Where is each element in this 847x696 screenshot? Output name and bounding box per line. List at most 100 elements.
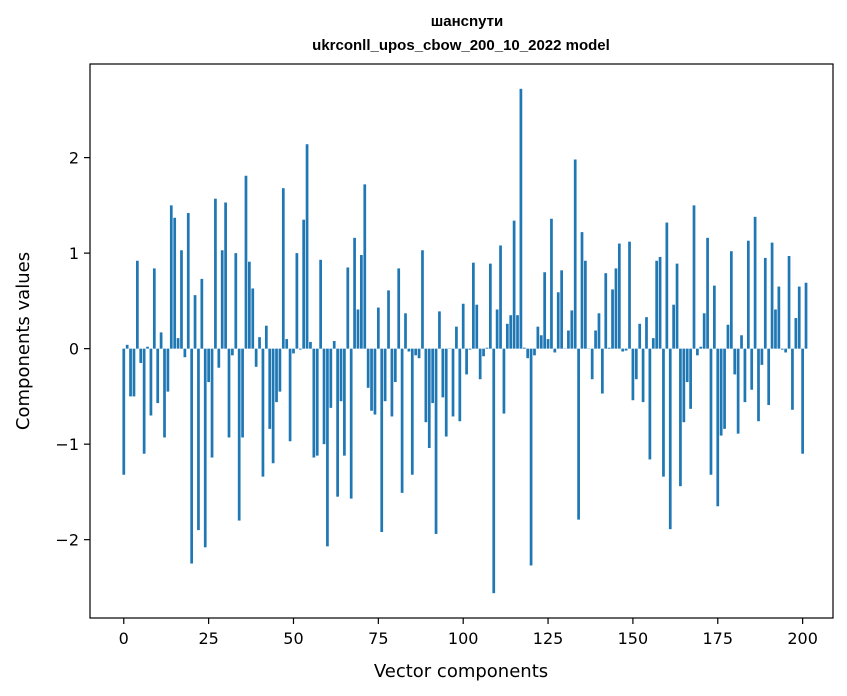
bar [709, 348, 713, 475]
plot-frame [89, 63, 834, 619]
bar [237, 348, 241, 521]
bar [519, 88, 523, 349]
bar [536, 326, 540, 349]
bar [254, 348, 258, 367]
bar [281, 188, 285, 349]
bar [651, 338, 655, 349]
bar [441, 348, 445, 398]
bar [183, 348, 187, 358]
bar [387, 290, 390, 349]
bar [539, 335, 543, 349]
bar [264, 325, 268, 349]
bar [346, 267, 350, 349]
bar [645, 317, 648, 349]
bar [774, 309, 777, 349]
bar [556, 292, 560, 349]
bar [146, 346, 149, 349]
bar [180, 250, 183, 349]
bar [197, 348, 200, 531]
bar [634, 348, 638, 380]
bar [458, 348, 462, 422]
bar [699, 346, 703, 349]
bar [275, 348, 278, 403]
y-tick-label: 1 [69, 244, 79, 263]
bar [492, 348, 496, 594]
bar [499, 245, 502, 349]
bar [163, 348, 166, 438]
bar [706, 237, 709, 349]
bar [516, 315, 519, 349]
bar [393, 348, 397, 383]
bar [285, 339, 289, 349]
bar [475, 304, 479, 349]
bar [716, 348, 720, 507]
bar [662, 348, 665, 477]
bar [736, 348, 740, 434]
bar [363, 184, 367, 349]
bar [421, 250, 424, 349]
bar [353, 237, 356, 349]
bar [251, 288, 255, 349]
bar [220, 250, 224, 349]
bar [689, 348, 692, 409]
bar [509, 315, 513, 349]
bar [641, 348, 645, 403]
bar [797, 286, 801, 349]
bar [139, 348, 143, 363]
bar [791, 348, 794, 410]
bar [332, 341, 336, 349]
bar [261, 348, 265, 477]
bar [767, 348, 771, 405]
x-tick-label: 150 [618, 629, 649, 648]
bar [122, 348, 126, 475]
bar [444, 348, 448, 437]
bar [200, 278, 204, 349]
bar [451, 348, 455, 417]
x-tick-label: 200 [787, 629, 818, 648]
bar [597, 313, 601, 349]
bar [512, 220, 516, 349]
bar [343, 348, 346, 456]
bar [288, 348, 292, 442]
bar [638, 323, 642, 349]
bar [526, 348, 530, 359]
y-axis-label: Components values [13, 252, 34, 430]
bar [424, 348, 428, 423]
bar [224, 202, 227, 349]
x-tick-label: 175 [702, 629, 733, 648]
x-tick-label: 25 [198, 629, 218, 648]
bar [740, 335, 743, 349]
bar [753, 216, 757, 349]
bar [410, 348, 414, 475]
bar [668, 348, 672, 530]
x-axis-label: Vector components [374, 661, 548, 682]
bar [271, 348, 275, 464]
bar [472, 262, 475, 349]
bar [743, 348, 747, 403]
bar [149, 348, 153, 416]
bar [380, 348, 384, 533]
bar [577, 348, 580, 520]
bar [679, 348, 682, 487]
y-tick-label: −1 [55, 435, 79, 454]
bar [132, 348, 136, 397]
bar [621, 348, 625, 352]
bar [400, 348, 404, 493]
bar [567, 330, 570, 349]
bar [584, 260, 587, 349]
chart-title-line-1: шансnути [431, 13, 504, 30]
bar [360, 255, 363, 349]
y-tick-label: 0 [69, 340, 79, 359]
bar [692, 205, 696, 349]
bar [757, 348, 760, 422]
bar [203, 348, 207, 548]
bar [356, 309, 360, 349]
bar [431, 348, 435, 404]
bar [522, 347, 526, 349]
bar [611, 289, 614, 349]
bar [302, 219, 306, 349]
bar [312, 348, 316, 458]
bar [278, 348, 282, 392]
x-tick-label: 125 [533, 629, 564, 648]
bar [533, 348, 536, 356]
